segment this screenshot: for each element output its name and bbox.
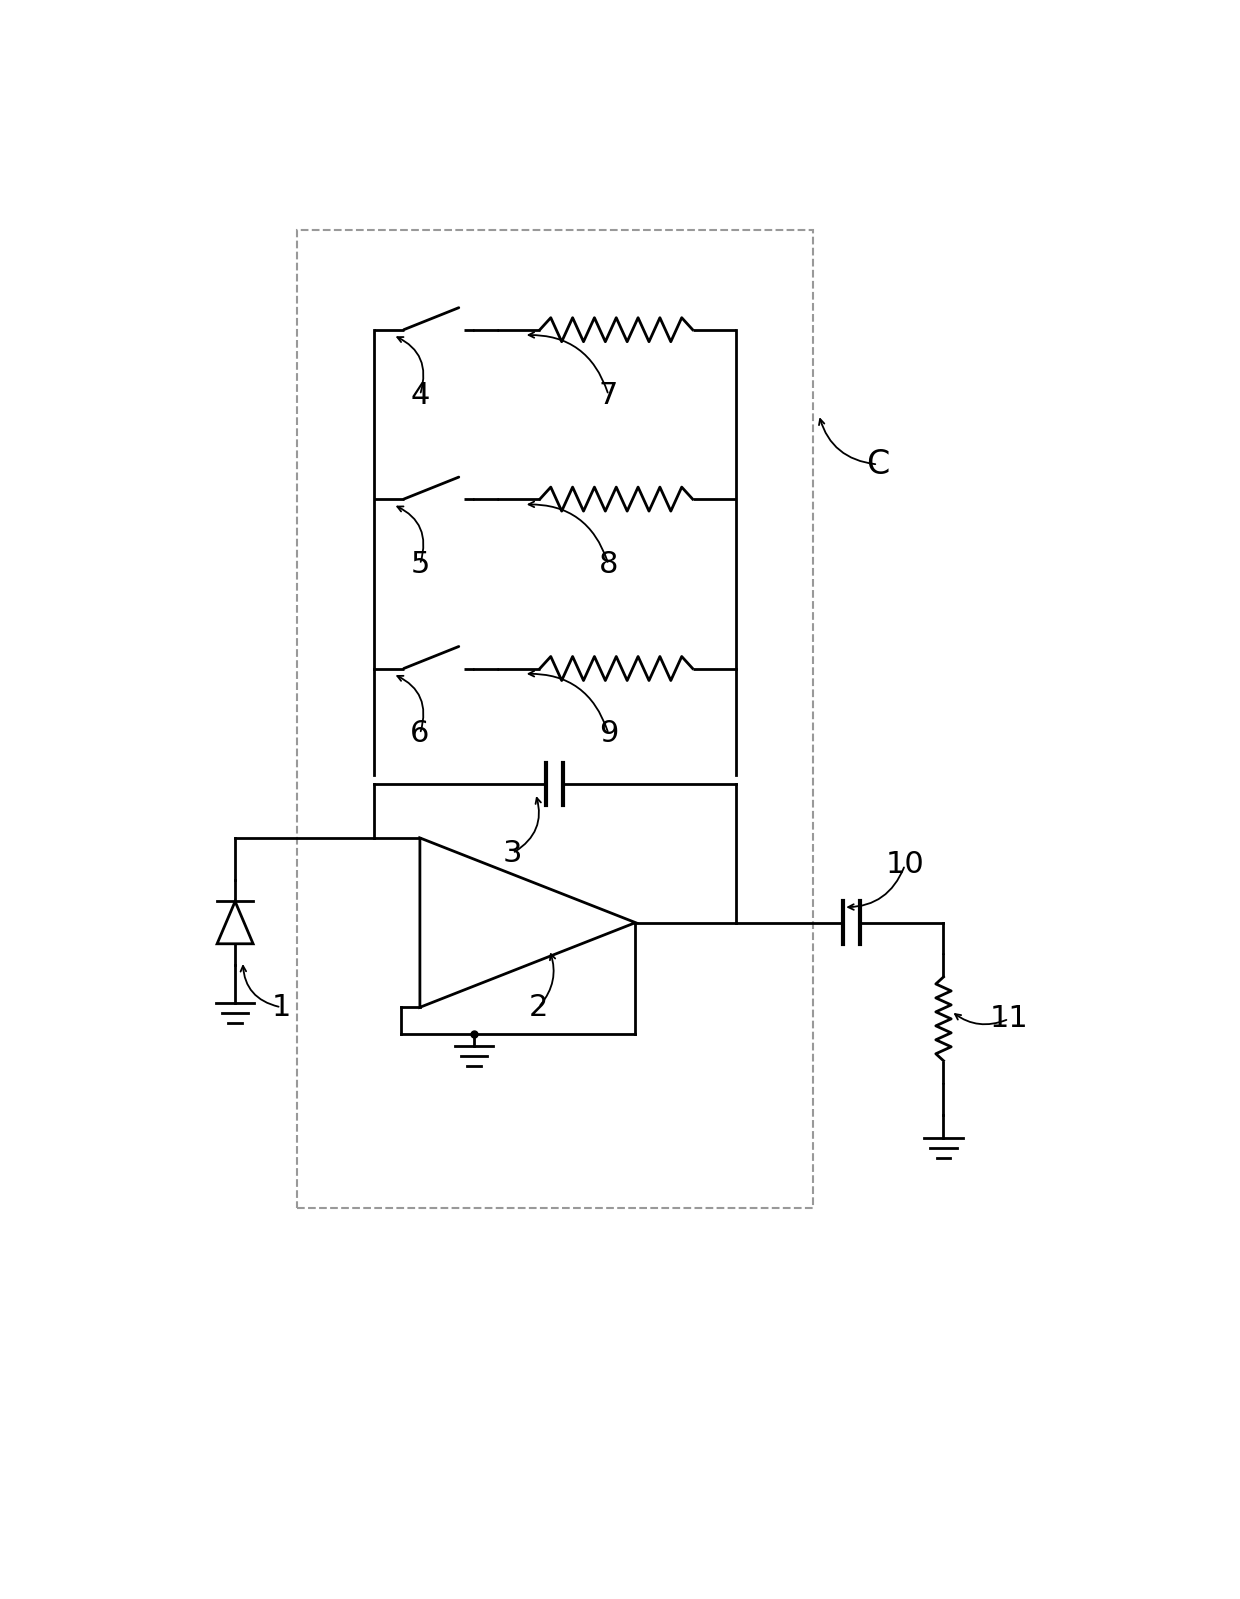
Text: 6: 6 (410, 720, 429, 748)
Text: 5: 5 (410, 550, 429, 579)
Text: 10: 10 (885, 851, 924, 879)
Text: 9: 9 (599, 720, 619, 748)
Text: 11: 11 (990, 1004, 1028, 1033)
Text: 7: 7 (599, 381, 619, 409)
Text: 2: 2 (528, 993, 548, 1022)
Text: C: C (867, 448, 889, 481)
Text: 8: 8 (599, 550, 619, 579)
Bar (296, 230, 812, 1207)
Text: 1: 1 (272, 993, 291, 1022)
Text: 3: 3 (502, 839, 522, 868)
Text: 4: 4 (410, 381, 429, 409)
